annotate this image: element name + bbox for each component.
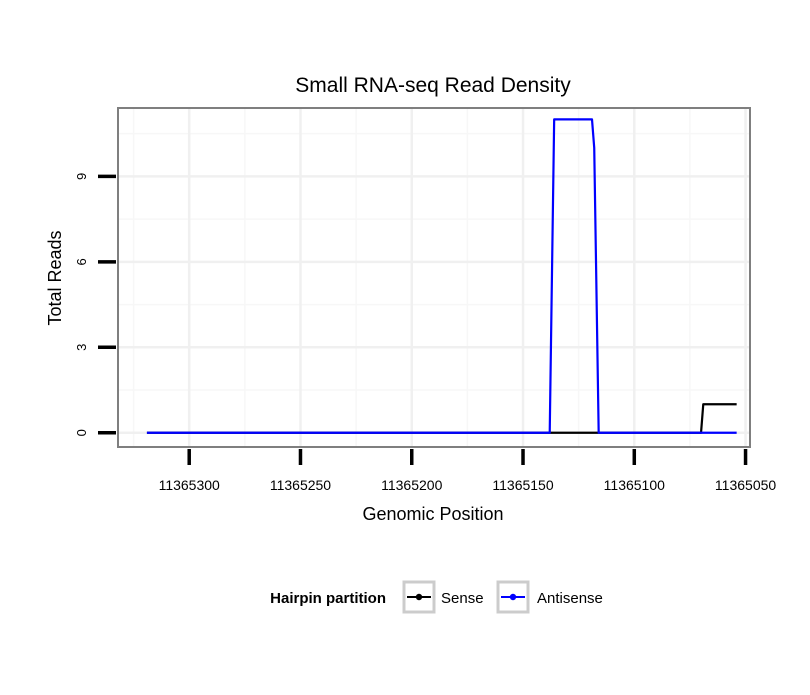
y-tick-label-1: 3 <box>74 344 89 351</box>
plot-panel-border <box>117 107 751 448</box>
x-tick-label-2: 11365200 <box>381 477 442 493</box>
x-tick-label-1: 11365250 <box>270 477 331 493</box>
y-tick-label-2: 6 <box>74 258 89 265</box>
legend-key-sense-dot <box>415 593 423 601</box>
y-tick-label-3: 9 <box>74 173 89 180</box>
x-axis: 11365300 11365250 11365200 11365150 11365100… <box>159 449 776 493</box>
legend: Hairpin partition Sense Antisense <box>270 580 603 614</box>
x-tick-label-4: 11365100 <box>604 477 665 493</box>
chart-title: Small RNA-seq Read Density <box>295 74 571 97</box>
x-tick-label-0: 11365300 <box>159 477 220 493</box>
series-line-sense <box>146 403 737 434</box>
x-axis-label: Genomic Position <box>362 504 503 524</box>
series-line-antisense <box>146 118 737 434</box>
y-axis: 0 3 6 9 <box>74 173 116 436</box>
y-tick-label-0: 0 <box>74 429 89 436</box>
legend-key-antisense-dot <box>509 593 517 601</box>
legend-title: Hairpin partition <box>270 590 386 607</box>
x-tick-label-5: 11365050 <box>715 477 776 493</box>
legend-label-sense: Sense <box>441 590 484 607</box>
y-axis-label: Total Reads <box>45 230 65 325</box>
series-lines <box>146 118 737 434</box>
x-tick-label-3: 11365150 <box>492 477 553 493</box>
legend-label-antisense: Antisense <box>537 590 603 607</box>
grid-lines <box>118 108 750 447</box>
